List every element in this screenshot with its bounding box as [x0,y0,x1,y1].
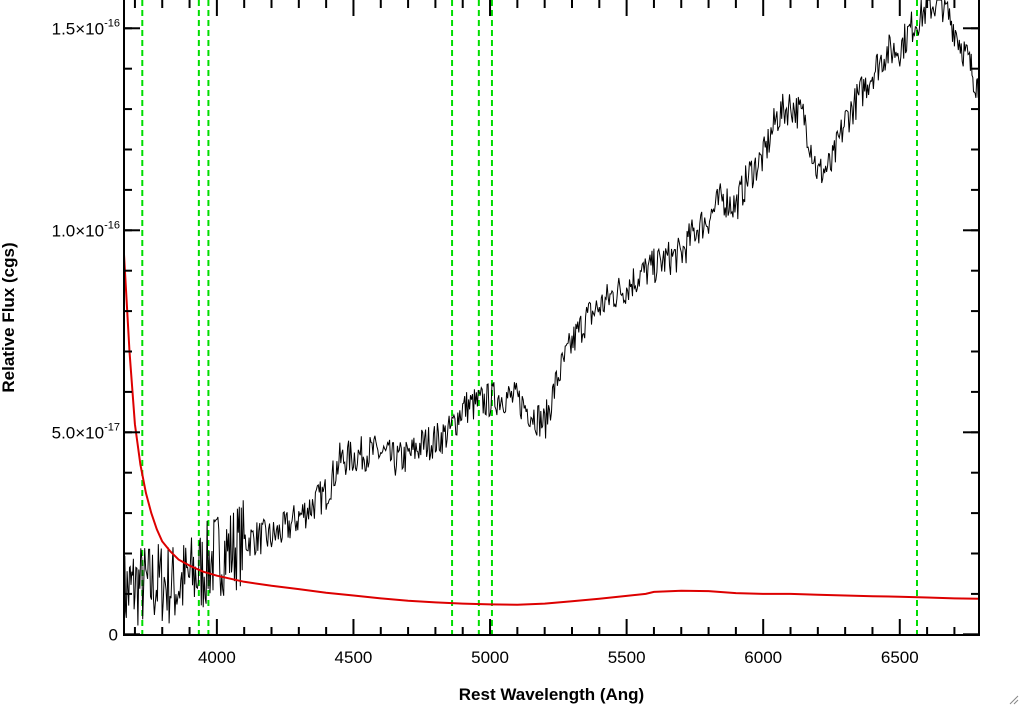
reference-lines [141,0,918,635]
x-axis-title: Rest Wavelength (Ang) [459,685,644,704]
series-layer [123,0,980,636]
y-tick-label: 1.5×10-16 [52,17,120,38]
y-tick-label: 5.0×10-17 [52,421,120,442]
y-axis: 0 5.0×10-17 1.0×10-16 1.5×10-16 [52,17,979,644]
resize-grip-icon[interactable] [1009,695,1019,705]
x-axis: 4000 4500 5000 5500 6000 6500 [133,0,956,667]
series-line-0 [123,0,980,636]
x-tick-label: 4000 [198,648,236,667]
y-tick-label: 0 [109,625,118,644]
x-tick-label: 5500 [608,648,646,667]
series-line-1 [123,254,980,606]
y-tick-label: 1.0×10-16 [52,219,120,240]
plot-frame [123,0,980,636]
x-tick-label: 6500 [881,648,919,667]
y-axis-title: Relative Flux (cgs) [0,242,18,392]
x-tick-label: 6000 [744,648,782,667]
x-tick-label: 5000 [471,648,509,667]
x-tick-label: 4500 [335,648,373,667]
